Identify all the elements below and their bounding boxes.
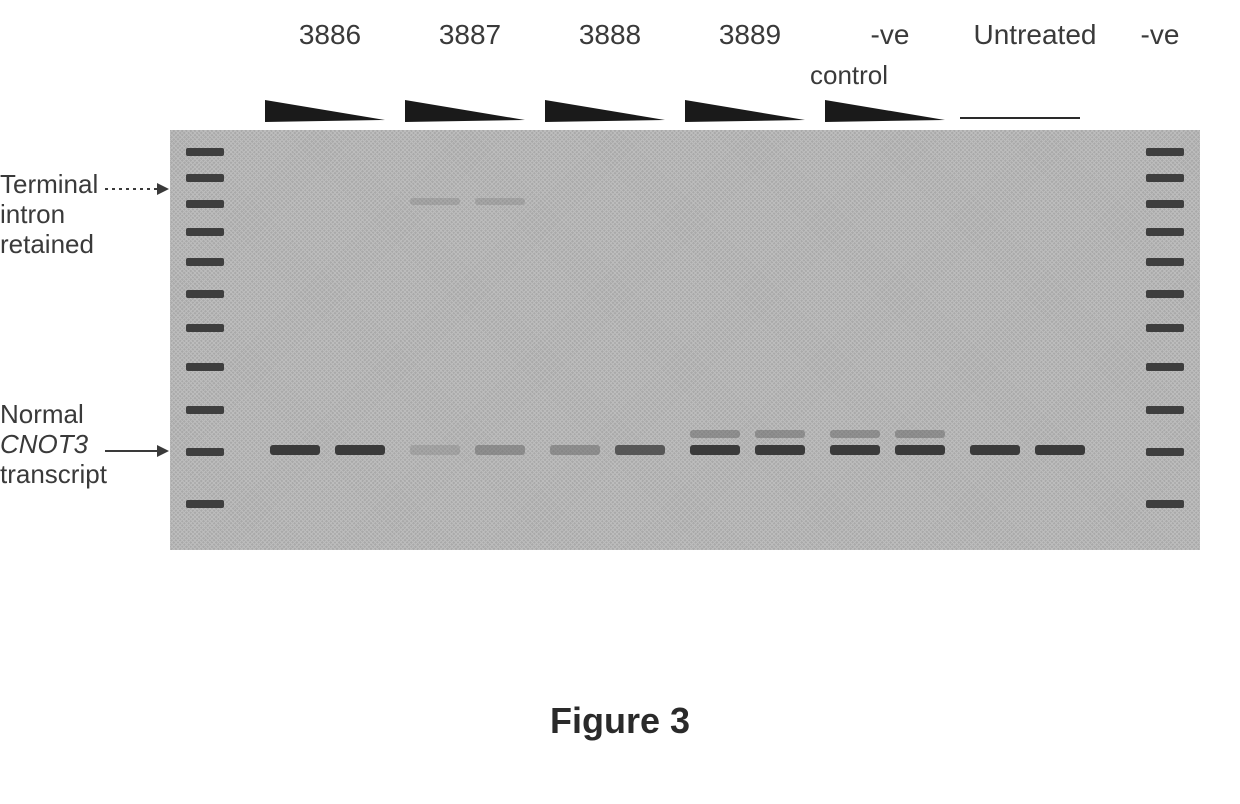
- gel-band-normal: [270, 445, 320, 455]
- gel-image: [170, 130, 1200, 550]
- gel-band-shadow: [690, 430, 740, 438]
- column-label: -ve: [1125, 20, 1195, 51]
- ladder-band: [186, 228, 224, 236]
- gel-band-normal: [335, 445, 385, 455]
- column-label: 3889: [685, 20, 815, 51]
- gel-band-terminal: [475, 198, 525, 205]
- ladder-band: [186, 324, 224, 332]
- gel-band-normal: [550, 445, 600, 455]
- ladder-band: [1146, 228, 1184, 236]
- figure-caption: Figure 3: [0, 700, 1240, 742]
- row-annotation: Terminalintronretained: [0, 170, 165, 260]
- column-label: 3887: [405, 20, 535, 51]
- ladder-band: [1146, 363, 1184, 371]
- gel-band-shadow: [755, 430, 805, 438]
- gel-band-normal: [895, 445, 945, 455]
- ladder-band: [186, 500, 224, 508]
- gel-band-shadow: [895, 430, 945, 438]
- figure-wrap: 3886388738883889-veUntreated-ve control …: [0, 0, 1240, 804]
- ladder-band: [1146, 148, 1184, 156]
- gel-band-normal: [830, 445, 880, 455]
- ladder-left: [180, 138, 230, 542]
- column-sublabel-control: control: [810, 60, 888, 91]
- dose-triangle-icon: [545, 100, 665, 127]
- arrow-solid-icon: [105, 442, 171, 460]
- ladder-band: [186, 200, 224, 208]
- dose-triangle-icon: [685, 100, 805, 127]
- ladder-band: [186, 363, 224, 371]
- ladder-band: [1146, 290, 1184, 298]
- ladder-band: [1146, 448, 1184, 456]
- gel-band-normal: [410, 445, 460, 455]
- gel-band-normal: [970, 445, 1020, 455]
- ladder-band: [186, 258, 224, 266]
- column-label: -ve: [825, 20, 955, 51]
- row-annotation-line: retained: [0, 230, 165, 260]
- ladder-band: [1146, 500, 1184, 508]
- arrow-dotted-icon: [105, 180, 171, 198]
- ladder-band: [1146, 406, 1184, 414]
- column-label: Untreated: [960, 20, 1110, 51]
- ladder-band: [186, 148, 224, 156]
- ladder-band: [186, 448, 224, 456]
- gel-band-terminal: [410, 198, 460, 205]
- dose-triangle-icon: [825, 100, 945, 127]
- dose-triangle-icon: [265, 100, 385, 127]
- row-annotation: NormalCNOT3transcript: [0, 400, 165, 490]
- gel-band-normal: [755, 445, 805, 455]
- ladder-band: [186, 290, 224, 298]
- gel-band-normal: [1035, 445, 1085, 455]
- column-label: 3886: [265, 20, 395, 51]
- row-annotation-line: intron: [0, 200, 165, 230]
- column-label: 3888: [545, 20, 675, 51]
- gel-band-normal: [475, 445, 525, 455]
- gel-band-normal: [615, 445, 665, 455]
- row-annotation-line: Normal: [0, 400, 165, 430]
- ladder-band: [1146, 324, 1184, 332]
- ladder-band: [1146, 174, 1184, 182]
- ladder-band: [186, 406, 224, 414]
- ladder-band: [1146, 200, 1184, 208]
- dose-triangle-icon: [405, 100, 525, 127]
- gel-band-shadow: [830, 430, 880, 438]
- ladder-right: [1140, 138, 1190, 542]
- dose-triangles-row: [260, 100, 1180, 130]
- ladder-band: [186, 174, 224, 182]
- untreated-line-icon: [960, 100, 1080, 127]
- gel-band-normal: [690, 445, 740, 455]
- row-annotation-line: transcript: [0, 460, 165, 490]
- ladder-band: [1146, 258, 1184, 266]
